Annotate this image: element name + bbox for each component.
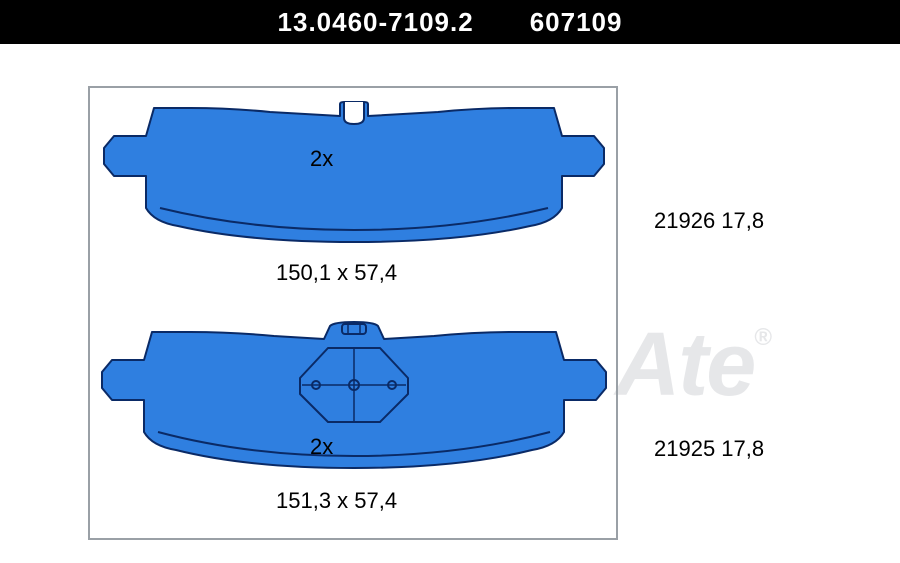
diagram-area: Ate® 2x 150,1 x 57,4 21926 17,8 xyxy=(0,44,900,563)
brake-pad-top xyxy=(100,100,608,250)
pad-top-side-label: 21926 17,8 xyxy=(654,208,764,234)
root: 13.0460-7109.2 607109 Ate® 2x 150,1 x 57… xyxy=(0,0,900,563)
pad-bottom-dimensions: 151,3 x 57,4 xyxy=(276,488,397,514)
pad-top-dimensions: 150,1 x 57,4 xyxy=(276,260,397,286)
part-number: 13.0460-7109.2 xyxy=(278,7,474,38)
pad-bottom-side-label: 21925 17,8 xyxy=(654,436,764,462)
alt-number: 607109 xyxy=(530,7,623,38)
brake-pad-bottom xyxy=(98,320,610,476)
pad-top-quantity: 2x xyxy=(310,146,333,172)
pad-bottom-quantity: 2x xyxy=(310,434,333,460)
watermark: Ate® xyxy=(615,314,770,417)
header-bar: 13.0460-7109.2 607109 xyxy=(0,0,900,44)
